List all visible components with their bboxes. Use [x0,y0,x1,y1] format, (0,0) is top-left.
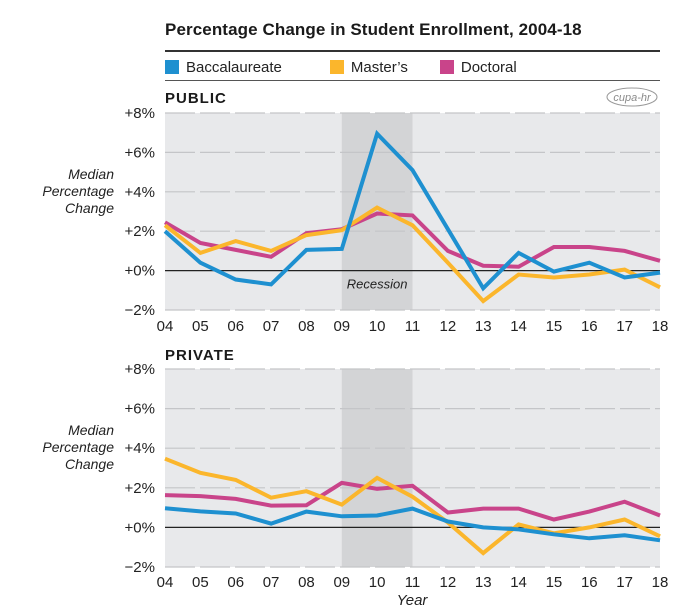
legend-swatch-doctoral [439,60,454,74]
y-axis-label: Percentage [42,439,114,455]
x-tick-label: 06 [227,574,244,591]
chart-title: Percentage Change in Student Enrollment,… [165,20,582,39]
legend-label: Doctoral [460,58,517,76]
y-axis-label: Percentage [42,183,114,199]
x-tick-label: 09 [333,574,350,591]
x-tick-label: 12 [440,318,457,335]
recession-label: Recession [347,277,408,292]
y-tick-label: +4% [125,184,155,201]
legend-item-baccalaureate: Baccalaureate [165,59,282,76]
legend-swatch-masters [329,60,344,74]
y-tick-label: −2% [125,559,155,576]
x-tick-label: 08 [298,318,315,335]
recession-shade [341,369,413,567]
y-tick-label: −2% [125,302,155,319]
y-tick-label: +2% [125,480,155,497]
legend-divider [165,80,660,81]
x-tick-label: 12 [440,574,457,591]
logo-oval [606,87,658,107]
y-axis-label: Change [65,200,114,216]
x-tick-label: 10 [369,318,386,335]
panel-title-public: PUBLIC [165,90,227,107]
legend-swatch-baccalaureate [165,60,179,74]
series-line-masters [164,456,661,556]
series-line-masters [163,205,661,304]
y-tick-label: +6% [125,401,155,418]
y-tick-label: +0% [125,263,155,280]
panel-title-private: PRIVATE [165,347,235,364]
series-line-doctoral [163,211,661,269]
cupa-hr-logo-icon: cupa-hr [606,87,658,107]
y-tick-label: +8% [125,361,155,378]
y-axis-label: Median [68,422,114,438]
y-tick-label: +8% [125,105,155,122]
y-tick-label: +4% [125,440,155,457]
x-tick-label: 18 [652,318,669,335]
x-tick-label: 16 [581,574,598,591]
x-tick-label: 18 [652,574,669,591]
x-tick-label: 15 [546,318,563,335]
legend-label: Master’s [350,58,408,76]
x-tick-label: 10 [369,574,386,591]
y-tick-label: +6% [125,144,155,161]
legend: Baccalaureate Master’s Doctoral [165,57,543,77]
y-axis-label: Median [68,166,114,182]
y-tick-label: +0% [125,519,155,536]
x-axis-label: Year [397,592,429,609]
series-line-baccalaureate [164,506,661,543]
panel-public [163,112,661,311]
x-tick-label: 08 [298,574,315,591]
x-tick-label: 13 [475,574,492,591]
x-tick-label: 17 [616,574,633,591]
logo-text: cupa-hr [613,92,652,104]
legend-item-masters: Master’s [329,58,408,76]
x-tick-label: 16 [581,318,598,335]
legend-label: Baccalaureate [186,58,282,76]
x-tick-label: 09 [333,318,350,335]
y-axis-label: Change [65,456,114,472]
title-divider [165,50,660,52]
x-tick-label: 14 [510,318,527,335]
x-tick-label: 15 [546,574,563,591]
x-tick-label: 11 [405,574,421,591]
legend-item-doctoral: Doctoral [439,58,517,76]
x-tick-label: 14 [510,574,527,591]
x-tick-label: 07 [263,318,280,335]
x-tick-label: 05 [192,318,209,335]
series-line-baccalaureate [163,129,661,292]
panel-private [164,368,661,568]
x-tick-label: 06 [227,318,244,335]
x-tick-label: 04 [157,318,174,335]
x-tick-label: 05 [192,574,209,591]
x-tick-label: 13 [475,318,492,335]
y-tick-label: +2% [125,223,155,240]
x-tick-label: 04 [157,574,174,591]
x-tick-label: 07 [263,574,280,591]
x-tick-label: 17 [616,318,633,335]
series-line-doctoral [164,480,661,522]
x-tick-label: 11 [405,318,421,335]
